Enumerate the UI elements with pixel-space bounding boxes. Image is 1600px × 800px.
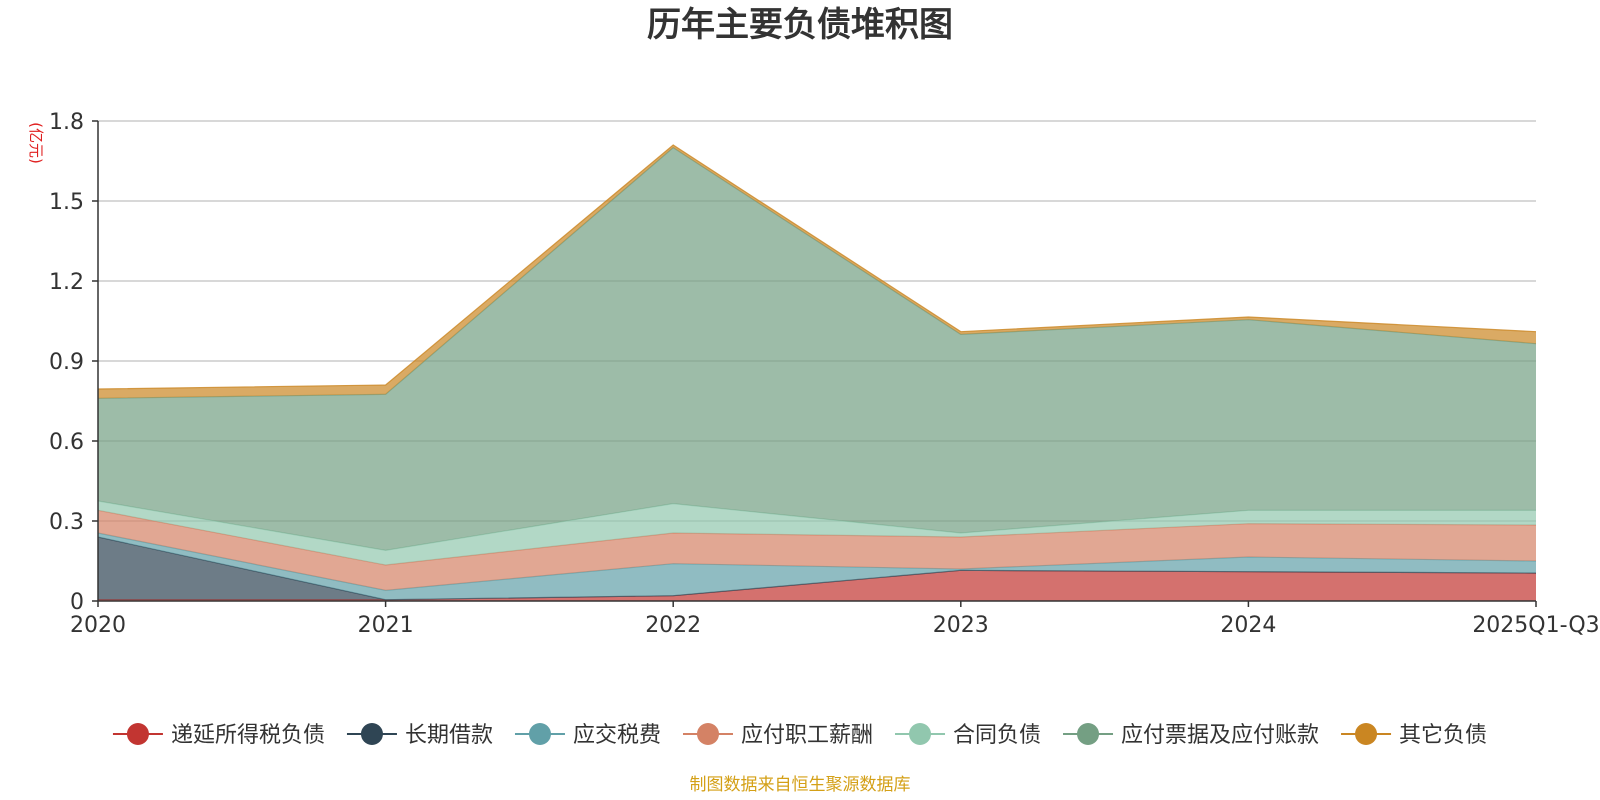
legend-label: 其它负债 — [1399, 723, 1487, 748]
chart-title: 历年主要负债堆积图 — [647, 5, 953, 45]
y-tick-label: 0.3 — [49, 510, 84, 535]
legend-marker-icon — [126, 723, 149, 745]
series-areas — [97, 144, 1537, 601]
legend-marker-icon — [1077, 723, 1100, 745]
data-source-note: 制图数据来自恒生聚源数据库 — [690, 775, 911, 795]
area-长期借款 — [98, 537, 1536, 600]
legend-label: 应交税费 — [573, 723, 661, 748]
legend-label: 应付职工薪酬 — [741, 723, 873, 748]
x-tick-label: 2020 — [70, 613, 126, 638]
area-应付票据及应付账款 — [98, 147, 1536, 551]
legend-marker-icon — [1355, 723, 1378, 745]
area-应付职工薪酬 — [98, 510, 1536, 591]
area-递延所得税负债 — [98, 570, 1536, 601]
line-其它负债 — [97, 144, 1537, 390]
legend-label: 递延所得税负债 — [171, 723, 325, 748]
x-tick-label: 2025Q1-Q3 — [1472, 613, 1599, 638]
y-tick-label: 1.5 — [49, 190, 84, 215]
legend-marker-icon — [528, 723, 551, 745]
x-tick-label: 2022 — [645, 613, 701, 638]
x-tick-label: 2021 — [358, 613, 414, 638]
area-合同负债 — [98, 501, 1536, 565]
y-tick-label: 0 — [70, 590, 84, 615]
axes: 0 0.3 0.6 0.9 1.2 1.5 1.8 2020 2021 2022 2023 2024 2… — [49, 110, 1600, 638]
y-axis-unit: (亿元) — [27, 122, 45, 164]
legend-marker-icon — [696, 723, 719, 745]
y-tick-label: 0.9 — [49, 350, 84, 375]
x-tick-label: 2024 — [1220, 613, 1276, 638]
legend-label: 长期借款 — [405, 723, 493, 748]
legend-marker-icon — [909, 723, 932, 745]
y-tick-label: 1.2 — [49, 270, 84, 295]
legend-label: 应付票据及应付账款 — [1121, 723, 1319, 748]
legend-label: 合同负债 — [953, 723, 1041, 748]
legend-marker-icon — [360, 723, 383, 745]
y-tick-label: 0.6 — [49, 430, 84, 455]
y-tick-label: 1.8 — [49, 110, 84, 135]
legend: 递延所得税负债 长期借款 应交税费 应付职工薪酬 合同负债 应付票据及应付账款 其它负债 — [112, 723, 1487, 748]
x-tick-label: 2023 — [933, 613, 989, 638]
